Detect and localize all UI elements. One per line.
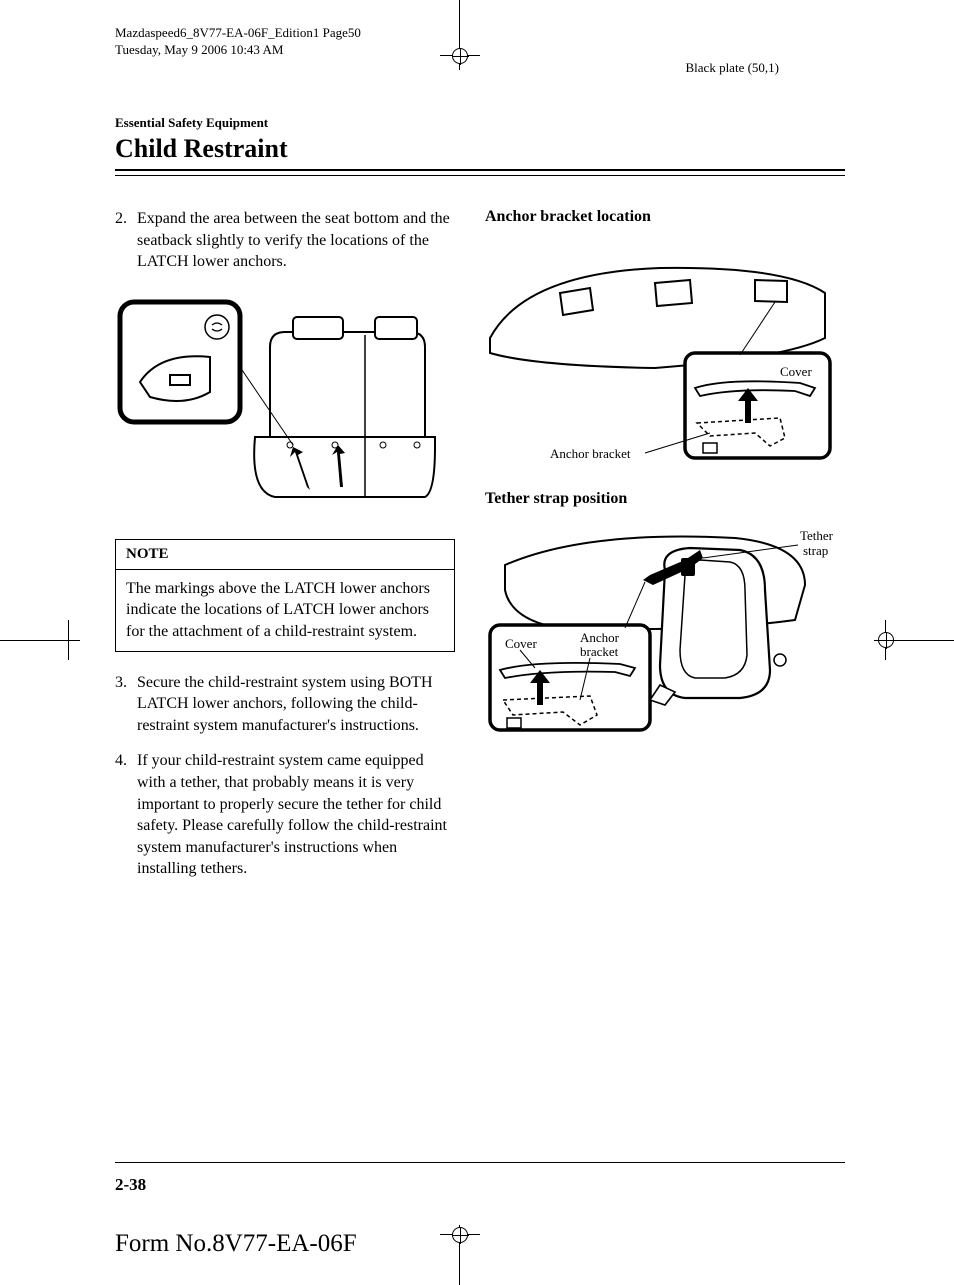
anchor-label-2: bracket bbox=[580, 644, 619, 659]
black-plate-label: Black plate (50,1) bbox=[686, 60, 780, 76]
registration-mark-bottom bbox=[452, 1227, 468, 1243]
step-text: Secure the child-restraint system using … bbox=[137, 672, 455, 737]
title-rule-thin bbox=[115, 175, 845, 176]
anchor-label-1: Anchor bbox=[580, 630, 620, 645]
step-text: Expand the area between the seat bottom … bbox=[137, 208, 455, 273]
note-box: NOTE The markings above the LATCH lower … bbox=[115, 539, 455, 652]
tether-label-1: Tether bbox=[800, 528, 834, 543]
note-header: NOTE bbox=[116, 540, 454, 570]
crop-mark-left-v bbox=[68, 620, 69, 660]
right-column: Anchor bracket location Cover bbox=[485, 208, 845, 894]
step-number: 3. bbox=[115, 672, 137, 737]
registration-mark-right bbox=[878, 632, 894, 648]
page-footer-rule bbox=[115, 1162, 845, 1163]
left-column: 2. Expand the area between the seat bott… bbox=[115, 208, 455, 894]
anchor-bracket-label: Anchor bracket bbox=[550, 446, 631, 461]
section-title: Child Restraint bbox=[115, 134, 845, 164]
print-header-line2: Tuesday, May 9 2006 10:43 AM bbox=[115, 42, 361, 59]
title-rule-thick bbox=[115, 169, 845, 171]
print-header-line1: Mazdaspeed6_8V77-EA-06F_Edition1 Page50 bbox=[115, 25, 361, 42]
seat-latch-figure bbox=[115, 297, 440, 512]
page-content: Essential Safety Equipment Child Restrai… bbox=[115, 115, 845, 894]
cover-label-2: Cover bbox=[505, 636, 537, 651]
two-column-layout: 2. Expand the area between the seat bott… bbox=[115, 208, 845, 894]
cover-label: Cover bbox=[780, 364, 812, 379]
step-4: 4. If your child-restraint system came e… bbox=[115, 750, 455, 880]
note-body: The markings above the LATCH lower ancho… bbox=[116, 570, 454, 651]
step-number: 2. bbox=[115, 208, 137, 273]
step-text: If your child-restraint system came equi… bbox=[137, 750, 455, 880]
anchor-bracket-figure: Cover Anchor bracket bbox=[485, 238, 835, 463]
anchor-bracket-heading: Anchor bracket location bbox=[485, 208, 845, 226]
step-number: 4. bbox=[115, 750, 137, 880]
tether-strap-figure: Tether strap Cover Anchor bracket bbox=[485, 520, 845, 735]
form-number: Form No.8V77-EA-06F bbox=[115, 1230, 357, 1258]
tether-strap-heading: Tether strap position bbox=[485, 490, 845, 508]
page-number: 2-38 bbox=[115, 1175, 146, 1195]
tether-label-2: strap bbox=[803, 543, 828, 558]
step-2: 2. Expand the area between the seat bott… bbox=[115, 208, 455, 273]
registration-mark-top bbox=[452, 48, 468, 64]
step-3: 3. Secure the child-restraint system usi… bbox=[115, 672, 455, 737]
section-label: Essential Safety Equipment bbox=[115, 115, 845, 131]
print-header: Mazdaspeed6_8V77-EA-06F_Edition1 Page50 … bbox=[115, 25, 361, 59]
